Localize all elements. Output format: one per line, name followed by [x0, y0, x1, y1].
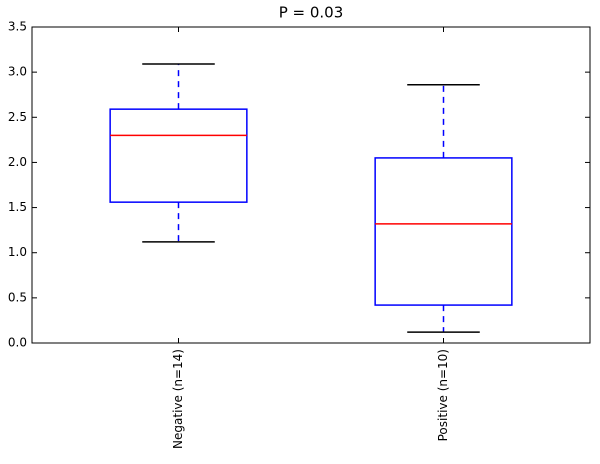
x-tick-label: Positive (n=10)	[436, 349, 450, 441]
y-tick-label: 1.0	[8, 245, 27, 259]
y-tick-label: 0.0	[8, 336, 27, 350]
box	[374, 157, 513, 306]
y-tick-label: 3.5	[8, 20, 27, 34]
y-tick-label: 2.5	[8, 110, 27, 124]
y-tick-label: 0.5	[8, 290, 27, 304]
y-tick-label: 1.5	[8, 200, 27, 214]
box	[109, 108, 248, 203]
x-tick-label: Negative (n=14)	[171, 349, 185, 449]
y-tick-label: 2.0	[8, 155, 27, 169]
chart-title: P = 0.03	[279, 4, 344, 22]
plot-frame	[31, 26, 591, 344]
y-tick-label: 3.0	[8, 65, 27, 79]
